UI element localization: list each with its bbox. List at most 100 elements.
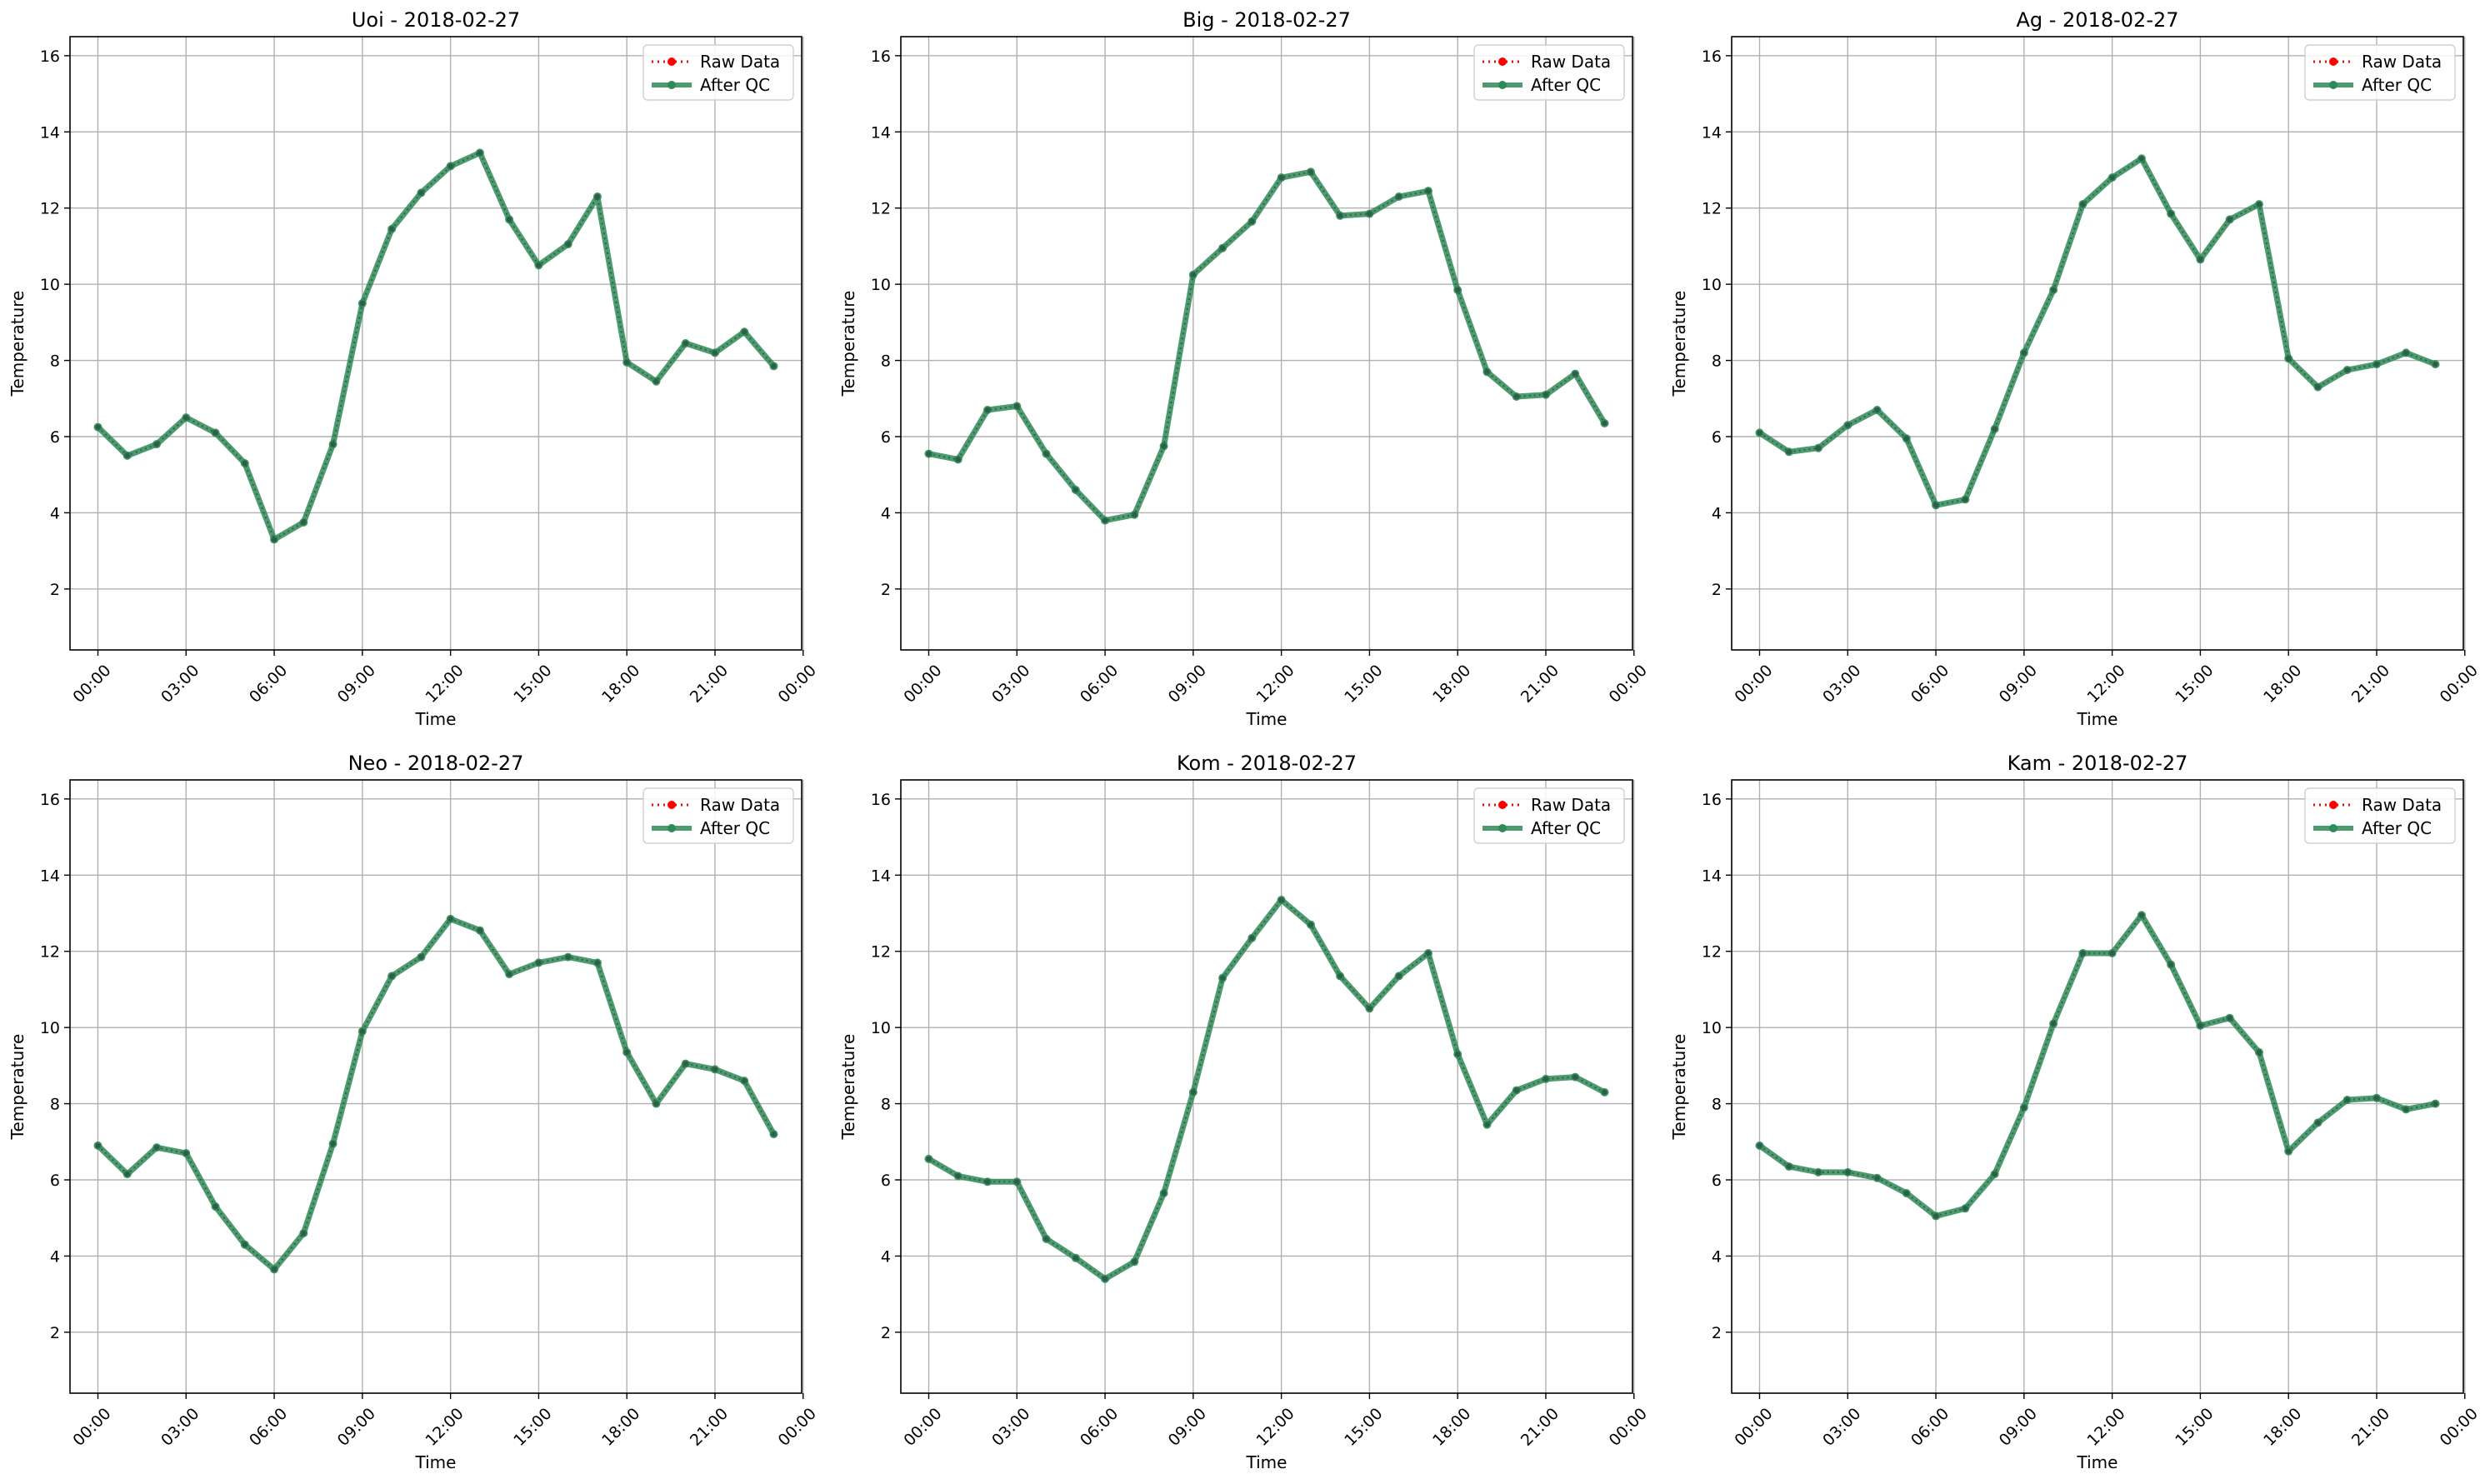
x-tick-label: 03:00 <box>988 1405 1033 1450</box>
legend-marker-raw-data <box>2329 801 2338 809</box>
point-raw-data <box>212 1203 218 1210</box>
point-raw-data <box>271 537 278 542</box>
point-raw-data <box>388 226 395 232</box>
chart-title: Kam - 2018-02-27 <box>2008 752 2188 775</box>
x-tick-label: 18:00 <box>598 1405 643 1450</box>
x-tick-label: 21:00 <box>2348 662 2393 707</box>
point-raw-data <box>1308 169 1314 175</box>
x-tick-label: 00:00 <box>2437 662 2482 707</box>
point-raw-data <box>1219 975 1226 981</box>
y-tick-label: 10 <box>871 1019 891 1037</box>
subplot-1: 00:00 03:00 06:00 09:00 12:00 15:00 18:00 21:00… <box>838 8 1651 729</box>
legend-label-raw-data: Raw Data <box>700 795 780 815</box>
legend-label-raw-data: Raw Data <box>700 52 780 72</box>
point-raw-data <box>2080 201 2086 207</box>
point-raw-data <box>1337 973 1343 979</box>
point-raw-data <box>1072 487 1079 493</box>
y-tick-label: 6 <box>881 428 891 447</box>
point-raw-data <box>1132 1259 1138 1265</box>
point-raw-data <box>2344 1097 2350 1103</box>
point-raw-data <box>2168 211 2174 217</box>
point-raw-data <box>926 451 932 457</box>
y-tick-label: 6 <box>50 428 60 447</box>
x-tick-label: 15:00 <box>1341 662 1386 707</box>
point-raw-data <box>955 1173 961 1179</box>
point-raw-data <box>1757 1142 1762 1149</box>
point-raw-data <box>1132 512 1138 517</box>
point-raw-data <box>477 927 483 933</box>
point-raw-data <box>506 971 512 977</box>
point-raw-data <box>1874 407 1880 413</box>
plot-frame <box>1731 36 2464 651</box>
point-raw-data <box>2080 950 2086 957</box>
point-raw-data <box>2373 1095 2380 1101</box>
point-raw-data <box>95 424 101 430</box>
y-tick-label: 8 <box>881 352 891 371</box>
x-tick-label: 03:00 <box>158 662 202 707</box>
y-tick-label: 2 <box>50 581 60 599</box>
point-raw-data <box>682 1061 688 1067</box>
point-raw-data <box>1190 1089 1197 1096</box>
point-raw-data <box>2227 217 2232 222</box>
x-axis-label: Time <box>415 1452 457 1472</box>
x-tick-label: 00:00 <box>900 662 945 707</box>
x-tick-label: 18:00 <box>1429 662 1474 707</box>
point-raw-data <box>1786 1163 1792 1170</box>
point-raw-data <box>1454 287 1461 293</box>
x-tick-label: 18:00 <box>2260 1405 2305 1450</box>
x-tick-label: 21:00 <box>687 1405 732 1450</box>
point-raw-data <box>1102 1276 1108 1282</box>
x-tick-label: 00:00 <box>900 1405 945 1450</box>
point-raw-data <box>984 407 991 413</box>
point-raw-data <box>565 954 571 960</box>
point-raw-data <box>1278 174 1284 181</box>
y-axis-label: Temperature <box>8 1034 28 1141</box>
y-tick-label: 12 <box>1702 943 1722 962</box>
point-raw-data <box>1367 1006 1372 1012</box>
x-tick-label: 12:00 <box>422 1405 467 1450</box>
point-raw-data <box>1572 1074 1578 1080</box>
x-tick-label: 15:00 <box>510 1405 555 1450</box>
x-tick-label: 12:00 <box>1252 662 1298 707</box>
point-raw-data <box>2285 1148 2292 1154</box>
series-line-after-qc <box>1758 912 2437 1219</box>
point-raw-data <box>2021 350 2028 356</box>
y-tick-label: 12 <box>40 943 60 962</box>
y-tick-label: 6 <box>1712 428 1722 447</box>
legend-label-raw-data: Raw Data <box>2362 52 2442 72</box>
point-raw-data <box>183 414 189 421</box>
point-raw-data <box>330 1141 336 1147</box>
subplot-5: 00:00 03:00 06:00 09:00 12:00 15:00 18:00 21:00… <box>1669 752 2482 1472</box>
y-tick-label: 16 <box>40 47 60 66</box>
point-raw-data <box>2285 356 2292 362</box>
y-tick-label: 8 <box>881 1096 891 1114</box>
y-axis-label: Temperature <box>1669 1034 1689 1141</box>
x-tick-label: 15:00 <box>510 662 555 707</box>
legend: Raw Data After QC <box>642 787 794 844</box>
y-tick-label: 16 <box>871 791 891 809</box>
point-raw-data <box>594 960 601 966</box>
point-raw-data <box>418 190 424 196</box>
y-tick-label: 4 <box>50 504 60 522</box>
y-axis-label: Temperature <box>1669 291 1689 397</box>
y-tick-label: 12 <box>871 200 891 218</box>
plot-frame <box>69 779 802 1394</box>
y-tick-label: 2 <box>881 581 891 599</box>
point-raw-data <box>124 452 130 459</box>
point-raw-data <box>477 150 483 156</box>
series-line-after-qc <box>927 897 1607 1282</box>
point-raw-data <box>1962 1206 1968 1212</box>
point-raw-data <box>1014 1179 1020 1185</box>
point-raw-data <box>2344 367 2350 373</box>
x-tick-label: 03:00 <box>1819 1405 1864 1450</box>
y-tick-label: 14 <box>871 867 891 885</box>
y-tick-label: 16 <box>1702 47 1722 66</box>
point-raw-data <box>623 1049 630 1056</box>
point-raw-data <box>448 163 453 169</box>
chart-title: Big - 2018-02-27 <box>1182 8 1351 32</box>
point-raw-data <box>1572 371 1578 377</box>
point-raw-data <box>1903 1190 1910 1197</box>
x-tick-label: 09:00 <box>1165 662 1210 707</box>
y-tick-label: 14 <box>871 123 891 142</box>
